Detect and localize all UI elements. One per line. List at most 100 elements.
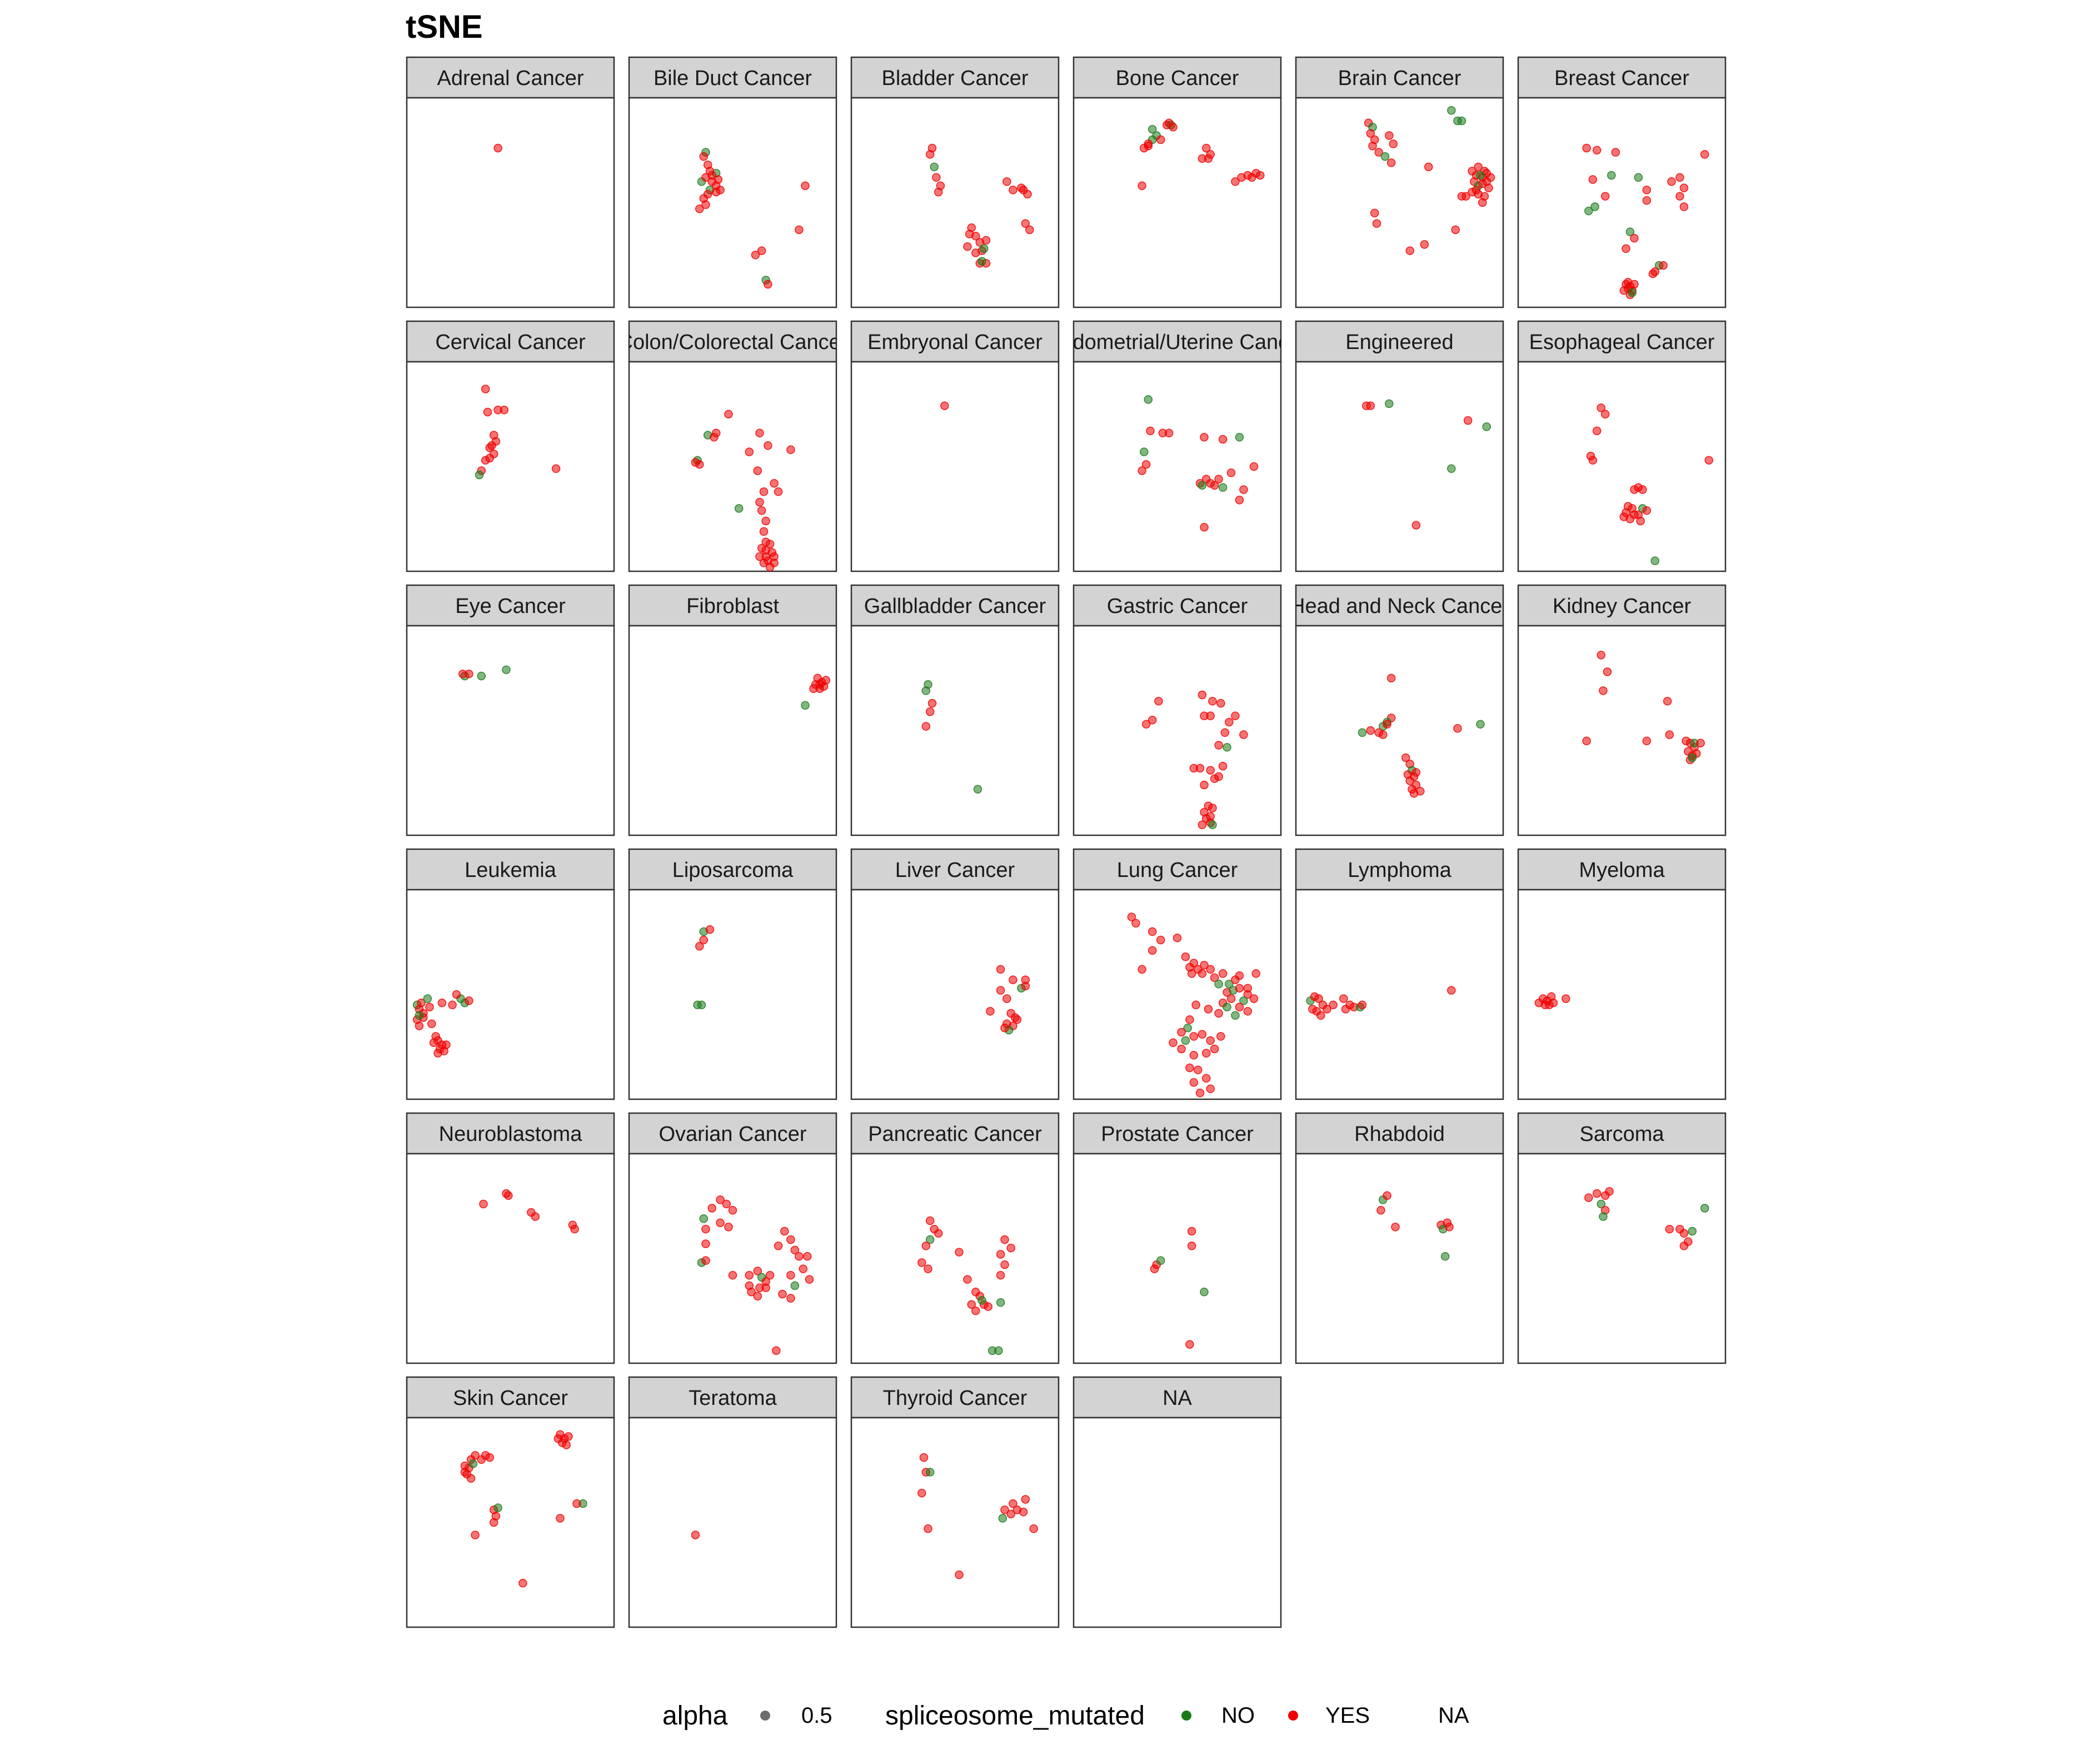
- data-point: [1200, 960, 1209, 970]
- data-point: [1590, 202, 1599, 211]
- data-point: [1588, 456, 1598, 465]
- data-point: [1021, 219, 1030, 228]
- data-point: [1235, 496, 1244, 505]
- facet-strip: [1073, 1376, 1282, 1419]
- data-point: [1642, 186, 1652, 195]
- facet-label: Sarcoma: [1579, 1123, 1664, 1146]
- data-point: [1420, 240, 1429, 249]
- data-point: [925, 1216, 935, 1225]
- data-point: [1630, 233, 1639, 243]
- data-point: [1201, 1074, 1211, 1083]
- data-point: [1582, 736, 1591, 746]
- data-point: [1597, 403, 1605, 412]
- facet-panel: [406, 889, 615, 1100]
- data-point: [460, 1468, 470, 1477]
- data-point: [917, 1258, 926, 1267]
- data-point: [1700, 150, 1709, 159]
- data-point: [1006, 1243, 1015, 1253]
- facet-label: Endometrial/Uterine Cancer: [1047, 331, 1308, 354]
- data-point: [1634, 510, 1643, 519]
- data-point: [981, 236, 991, 245]
- data-point: [1358, 728, 1367, 737]
- data-point: [493, 143, 502, 153]
- data-point: [1189, 1078, 1199, 1087]
- data-point: [1463, 416, 1473, 425]
- data-point: [1156, 935, 1165, 945]
- data-point: [1329, 1000, 1338, 1010]
- data-point: [1185, 1015, 1194, 1024]
- data-point: [1376, 1206, 1385, 1215]
- data-point: [977, 1296, 986, 1305]
- data-point: [1383, 720, 1391, 729]
- legend-alpha-title: alpha: [662, 1701, 728, 1731]
- data-point: [1185, 1063, 1194, 1073]
- facet-panel: [628, 97, 837, 308]
- data-point: [1146, 426, 1155, 436]
- data-point: [701, 1239, 710, 1248]
- data-point: [1607, 171, 1616, 180]
- data-point: [1006, 1509, 1015, 1519]
- data-point: [1021, 1495, 1030, 1504]
- data-point: [1181, 1036, 1190, 1045]
- facet-label: Liposarcoma: [672, 859, 794, 882]
- data-point: [924, 1524, 932, 1533]
- data-point: [1021, 981, 1030, 991]
- data-point: [1599, 686, 1608, 695]
- data-point: [724, 410, 733, 419]
- facet-esophageal-cancer: Esophageal Cancer: [1517, 320, 1727, 572]
- data-point: [1218, 761, 1228, 771]
- data-point: [705, 167, 715, 176]
- data-point: [753, 466, 762, 475]
- facet-strip: [1517, 56, 1727, 99]
- data-point: [1000, 1024, 1009, 1033]
- data-point: [1218, 435, 1228, 444]
- data-point: [764, 280, 772, 289]
- data-point: [1386, 674, 1396, 683]
- data-point: [1634, 173, 1643, 182]
- data-point: [1183, 1024, 1192, 1033]
- data-point: [1150, 1264, 1159, 1274]
- facet-panel: [1073, 1417, 1282, 1628]
- facet-head-and-neck-cancer: Head and Neck Cancer: [1295, 584, 1504, 836]
- data-point: [1204, 1005, 1213, 1014]
- data-point: [1411, 768, 1421, 777]
- data-point: [701, 1224, 710, 1234]
- data-point: [927, 699, 937, 708]
- data-point: [693, 1000, 702, 1010]
- data-point: [1194, 1065, 1203, 1074]
- data-point: [1597, 651, 1605, 660]
- data-point: [1249, 994, 1259, 1003]
- facet-panel: [406, 625, 615, 836]
- data-point: [1314, 994, 1323, 1003]
- facet-colon-colorectal-cancer: Colon/Colorectal Cancer: [628, 320, 837, 572]
- facet-panel: [1517, 361, 1727, 572]
- data-point: [745, 1270, 754, 1280]
- data-point: [415, 1021, 424, 1030]
- data-point: [805, 1275, 814, 1284]
- data-point: [1562, 994, 1570, 1003]
- data-point: [1592, 1189, 1602, 1198]
- data-point: [1002, 994, 1011, 1003]
- data-point: [996, 986, 1005, 995]
- facet-strip: [628, 320, 837, 363]
- data-point: [1700, 1204, 1709, 1213]
- facet-strip: [1073, 848, 1282, 891]
- data-point: [1625, 227, 1635, 237]
- data-point: [442, 1040, 451, 1049]
- facet-label: Prostate Cancer: [1101, 1123, 1254, 1146]
- data-point: [1138, 965, 1146, 974]
- data-point: [1201, 1049, 1211, 1058]
- data-point: [1584, 206, 1593, 216]
- facet-cervical-cancer: Cervical Cancer: [406, 320, 615, 572]
- facet-label: Lymphoma: [1348, 859, 1451, 882]
- data-point: [1370, 208, 1379, 218]
- data-point: [1597, 1199, 1605, 1209]
- data-point: [734, 504, 744, 513]
- data-point: [1600, 192, 1610, 201]
- data-point: [795, 1252, 804, 1261]
- facet-strip: [406, 584, 615, 627]
- data-point: [1648, 269, 1658, 278]
- data-point: [1628, 288, 1637, 297]
- facet-panel: [1295, 1153, 1504, 1364]
- data-point: [1210, 973, 1219, 983]
